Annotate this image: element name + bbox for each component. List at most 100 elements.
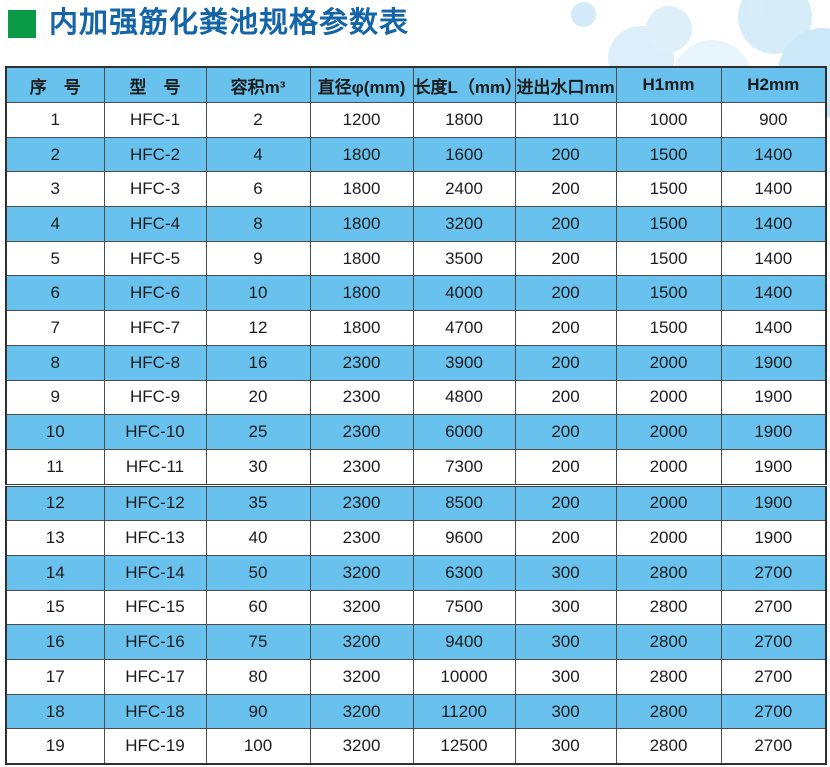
table-cell: 7500 bbox=[412, 589, 516, 626]
table-cell: 200 bbox=[514, 344, 617, 381]
table-cell: 1600 bbox=[412, 136, 516, 173]
table-cell: 100 bbox=[205, 728, 311, 765]
table-cell: HFC-12 bbox=[103, 483, 207, 522]
table-cell: 1200 bbox=[309, 102, 414, 138]
table-cell: 2800 bbox=[615, 624, 722, 660]
table-cell: 10 bbox=[205, 275, 311, 312]
table-row: 4 HFC-4 8 1800 3200 200 1500 1400 bbox=[5, 206, 827, 242]
table-cell: 25 bbox=[205, 414, 311, 450]
page-title: 内加强筋化粪池规格参数表 bbox=[49, 7, 410, 39]
table-row: 19 HFC-19 100 3200 12500 300 2800 2700 bbox=[5, 728, 827, 765]
table-cell: HFC-16 bbox=[103, 624, 207, 660]
table-cell: 6000 bbox=[412, 414, 516, 450]
table-cell: 13 bbox=[5, 520, 105, 556]
table-cell: 16 bbox=[5, 624, 105, 660]
table-cell: 3200 bbox=[309, 693, 414, 730]
table-cell: 60 bbox=[205, 589, 311, 626]
table-cell: 80 bbox=[205, 659, 311, 695]
table-cell: 1400 bbox=[720, 240, 827, 277]
table-cell: 11 bbox=[5, 448, 105, 486]
table-cell: 1400 bbox=[720, 206, 827, 242]
table-cell: HFC-5 bbox=[103, 240, 207, 277]
table-cell: 300 bbox=[514, 693, 617, 730]
table-cell: 8 bbox=[205, 206, 311, 242]
table-cell: 2300 bbox=[309, 520, 414, 556]
header-row: 序 号 型 号 容积m³ 直径φ(mm) 长度L（mm） 进出水口mm H1mm… bbox=[5, 66, 827, 103]
table-cell: HFC-11 bbox=[103, 448, 207, 486]
table-cell: 12 bbox=[5, 483, 105, 522]
table-cell: 4 bbox=[205, 136, 311, 173]
table-cell: HFC-14 bbox=[103, 554, 207, 591]
table-cell: 2700 bbox=[720, 728, 827, 765]
table-cell: 3200 bbox=[309, 589, 414, 626]
table-cell: 1400 bbox=[720, 275, 827, 312]
table-body: 1 HFC-1 2 1200 1800 110 1000 900 2 HFC-2 4 1800 1600… bbox=[5, 102, 827, 765]
table-cell: 17 bbox=[5, 659, 105, 695]
table-row: 17 HFC-17 80 3200 10000 300 2800 2700 bbox=[5, 659, 827, 695]
table-cell: 3 bbox=[5, 171, 105, 208]
table-cell: 50 bbox=[205, 554, 311, 591]
table-cell: 1800 bbox=[309, 206, 414, 242]
table-cell: 900 bbox=[720, 102, 827, 138]
table-row: 8 HFC-8 16 2300 3900 200 2000 1900 bbox=[5, 344, 827, 381]
header-h2: H2mm bbox=[720, 66, 827, 103]
table-cell: 1800 bbox=[309, 240, 414, 277]
table-row: 5 HFC-5 9 1800 3500 200 1500 1400 bbox=[5, 240, 827, 277]
table-cell: 2000 bbox=[615, 379, 722, 416]
table-row: 6 HFC-6 10 1800 4000 200 1500 1400 bbox=[5, 275, 827, 312]
table-cell: 9 bbox=[205, 240, 311, 277]
table-cell: 18 bbox=[5, 693, 105, 730]
table-row: 15 HFC-15 60 3200 7500 300 2800 2700 bbox=[5, 589, 827, 626]
table-cell: 1500 bbox=[615, 275, 722, 312]
table-cell: 2700 bbox=[720, 693, 827, 730]
table-cell: 200 bbox=[514, 414, 617, 450]
table-row: 14 HFC-14 50 3200 6300 300 2800 2700 bbox=[5, 554, 827, 591]
table-cell: 1400 bbox=[720, 310, 827, 346]
table-cell: 19 bbox=[5, 728, 105, 765]
table-cell: 2800 bbox=[615, 554, 722, 591]
header-inlet-outlet: 进出水口mm bbox=[514, 66, 617, 103]
table-cell: 200 bbox=[514, 310, 617, 346]
table-cell: 200 bbox=[514, 483, 617, 522]
table-cell: 12 bbox=[205, 310, 311, 346]
header-volume: 容积m³ bbox=[205, 66, 311, 103]
table-cell: 11200 bbox=[412, 693, 516, 730]
table-cell: 90 bbox=[205, 693, 311, 730]
table-cell: 15 bbox=[5, 589, 105, 626]
table-cell: 2000 bbox=[615, 520, 722, 556]
table-cell: 12500 bbox=[412, 728, 516, 765]
table-cell: HFC-7 bbox=[103, 310, 207, 346]
table-cell: 200 bbox=[514, 520, 617, 556]
table-cell: 1500 bbox=[615, 171, 722, 208]
table-cell: 3200 bbox=[309, 728, 414, 765]
table-cell: 1900 bbox=[720, 379, 827, 416]
table-cell: 6 bbox=[5, 275, 105, 312]
table-cell: 4800 bbox=[412, 379, 516, 416]
table-cell: 1900 bbox=[720, 414, 827, 450]
table-cell: 1500 bbox=[615, 310, 722, 346]
table-cell: 200 bbox=[514, 379, 617, 416]
table-cell: 1900 bbox=[720, 344, 827, 381]
table-cell: 16 bbox=[205, 344, 311, 381]
table-cell: 1400 bbox=[720, 136, 827, 173]
table-cell: 2700 bbox=[720, 659, 827, 695]
table-row: 10 HFC-10 25 2300 6000 200 2000 1900 bbox=[5, 414, 827, 450]
table-cell: 4000 bbox=[412, 275, 516, 312]
table-cell: 1800 bbox=[309, 275, 414, 312]
table-cell: 2000 bbox=[615, 414, 722, 450]
header-diameter: 直径φ(mm) bbox=[309, 66, 414, 103]
table-cell: 200 bbox=[514, 206, 617, 242]
header-h1: H1mm bbox=[615, 66, 722, 103]
table-cell: 110 bbox=[514, 102, 617, 138]
table-cell: 1800 bbox=[309, 136, 414, 173]
table-cell: 14 bbox=[5, 554, 105, 591]
table-cell: 3900 bbox=[412, 344, 516, 381]
table-cell: 5 bbox=[5, 240, 105, 277]
table-row: 9 HFC-9 20 2300 4800 200 2000 1900 bbox=[5, 379, 827, 416]
table-cell: HFC-17 bbox=[103, 659, 207, 695]
table-row: 1 HFC-1 2 1200 1800 110 1000 900 bbox=[5, 102, 827, 138]
table-cell: 1800 bbox=[309, 310, 414, 346]
green-square-icon bbox=[8, 9, 36, 38]
table-row: 16 HFC-16 75 3200 9400 300 2800 2700 bbox=[5, 624, 827, 660]
